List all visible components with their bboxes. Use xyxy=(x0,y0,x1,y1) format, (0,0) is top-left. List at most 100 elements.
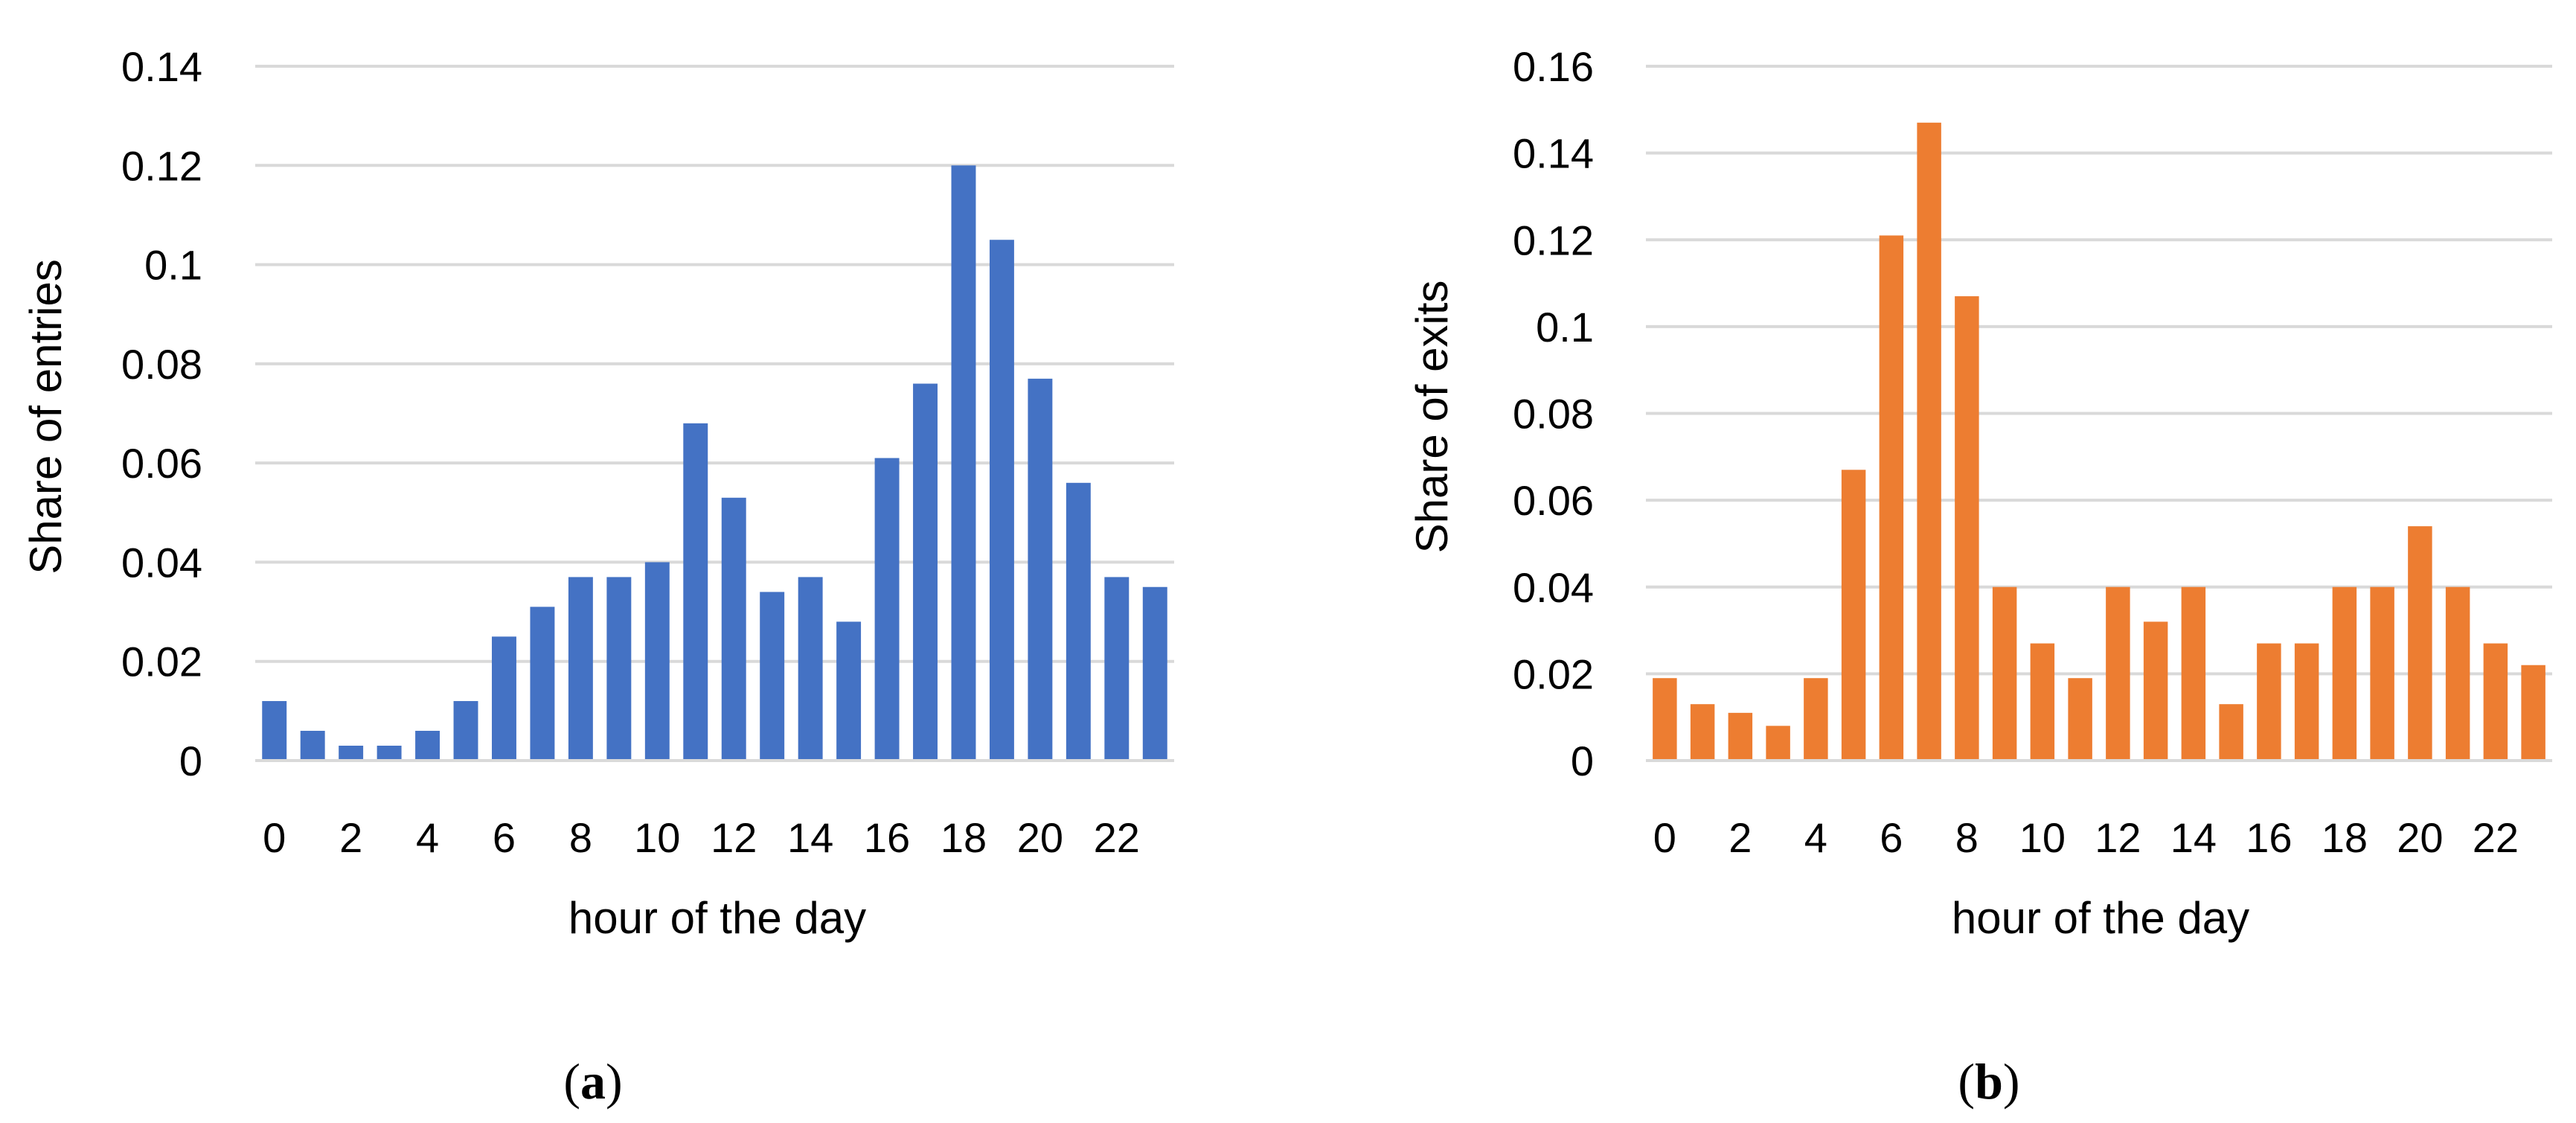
bar xyxy=(760,592,785,761)
bar xyxy=(1653,678,1677,761)
bar xyxy=(2106,586,2130,761)
y-tick-label: 0.06 xyxy=(1513,477,1594,524)
bar xyxy=(2408,526,2432,761)
bar xyxy=(492,636,516,761)
x-tick-label: 8 xyxy=(1955,814,1979,861)
bar xyxy=(2068,678,2092,761)
x-tick-label: 0 xyxy=(1653,814,1676,861)
bar xyxy=(2483,643,2508,761)
x-tick-labels: 0 2 4 6 8 10 12 14 16 18 20 22 xyxy=(263,814,1140,861)
bar xyxy=(415,731,440,761)
bar xyxy=(989,240,1014,761)
panel-letter: a xyxy=(580,1053,606,1110)
bar xyxy=(2332,586,2357,761)
bar xyxy=(1992,586,2017,761)
x-tick-label: 10 xyxy=(634,814,680,861)
x-axis-title: hour of the day xyxy=(568,893,866,943)
x-tick-label: 20 xyxy=(1017,814,1063,861)
x-tick-label: 14 xyxy=(2170,814,2217,861)
bar xyxy=(2445,586,2470,761)
bar xyxy=(721,497,746,761)
y-tick-label: 0.1 xyxy=(1536,304,1594,351)
bar xyxy=(1766,726,1790,761)
x-tick-label: 22 xyxy=(1094,814,1140,861)
bar xyxy=(2143,621,2168,761)
bar xyxy=(2370,586,2394,761)
x-tick-label: 8 xyxy=(569,814,592,861)
panel-label-b: (b) xyxy=(1958,1053,2019,1110)
x-tick-label: 16 xyxy=(2246,814,2292,861)
x-tick-label: 18 xyxy=(941,814,987,861)
x-tick-label: 18 xyxy=(2322,814,2368,861)
bar xyxy=(2181,586,2206,761)
bar xyxy=(300,731,325,761)
y-tick-labels: 0 0.02 0.04 0.06 0.08 0.1 0.12 0.14 0.16 xyxy=(1513,43,1594,784)
bar xyxy=(1917,122,1941,761)
x-tick-label: 4 xyxy=(1804,814,1827,861)
bar xyxy=(798,577,823,761)
bar xyxy=(874,458,900,761)
bar xyxy=(2294,643,2319,761)
bar xyxy=(568,577,593,761)
x-axis-title: hour of the day xyxy=(1952,893,2249,943)
bar xyxy=(2030,643,2055,761)
y-tick-label: 0.16 xyxy=(1513,43,1594,90)
bar xyxy=(530,607,555,761)
bar xyxy=(1066,482,1091,761)
x-tick-label: 2 xyxy=(1728,814,1752,861)
y-tick-label: 0.08 xyxy=(121,341,202,388)
bar xyxy=(1841,470,1866,761)
bar-series xyxy=(1653,122,2545,761)
x-tick-label: 10 xyxy=(2019,814,2066,861)
x-tick-label: 4 xyxy=(416,814,439,861)
bar xyxy=(1690,704,1715,761)
bar-series xyxy=(262,165,1167,761)
y-tick-label: 0.12 xyxy=(121,142,202,189)
x-tick-label: 16 xyxy=(864,814,910,861)
x-tick-label: 12 xyxy=(2095,814,2141,861)
bar xyxy=(377,746,402,761)
x-tick-label: 22 xyxy=(2473,814,2519,861)
bar xyxy=(683,423,708,761)
chart-panel-a: 0 0.02 0.04 0.06 0.08 0.1 0.12 0.14 0 2 4 6 8 10 12 14… xyxy=(21,43,1174,1110)
y-tick-label: 0.14 xyxy=(121,43,202,90)
x-tick-label: 2 xyxy=(339,814,362,861)
bar xyxy=(2521,665,2545,761)
x-tick-label: 14 xyxy=(787,814,833,861)
panel-letter: b xyxy=(1975,1053,2003,1110)
bar xyxy=(951,165,976,761)
chart-panel-b: 0 0.02 0.04 0.06 0.08 0.1 0.12 0.14 0.16 0 2 4 6 8 10… xyxy=(1407,43,2552,1110)
x-tick-label: 6 xyxy=(1880,814,1903,861)
x-tick-label: 20 xyxy=(2397,814,2443,861)
y-axis-title: Share of exits xyxy=(1407,281,1457,554)
bar xyxy=(913,383,938,761)
y-gridlines xyxy=(255,65,1174,762)
y-tick-label: 0.02 xyxy=(1513,650,1594,697)
y-tick-label: 0.1 xyxy=(144,242,202,289)
x-tick-label: 12 xyxy=(711,814,757,861)
bar xyxy=(2257,643,2281,761)
y-axis-title: Share of entries xyxy=(21,259,71,575)
bar xyxy=(644,562,670,761)
y-tick-label: 0.08 xyxy=(1513,391,1594,438)
y-tick-labels: 0 0.02 0.04 0.06 0.08 0.1 0.12 0.14 xyxy=(121,43,202,784)
y-tick-label: 0.02 xyxy=(121,639,202,685)
bar xyxy=(1955,296,1979,761)
bar xyxy=(1879,235,1904,761)
bar xyxy=(2219,704,2243,761)
x-tick-labels: 0 2 4 6 8 10 12 14 16 18 20 22 xyxy=(1653,814,2519,861)
y-tick-label: 0.04 xyxy=(121,539,202,586)
x-tick-label: 0 xyxy=(263,814,286,861)
bar xyxy=(606,577,632,761)
y-tick-label: 0.04 xyxy=(1513,564,1594,611)
y-tick-label: 0 xyxy=(179,738,202,784)
x-tick-label: 6 xyxy=(493,814,516,861)
y-tick-label: 0.12 xyxy=(1513,217,1594,263)
bar xyxy=(1028,378,1053,761)
bar xyxy=(1142,586,1167,761)
bar xyxy=(339,746,364,761)
bar xyxy=(836,621,862,761)
bar xyxy=(262,701,287,761)
bar xyxy=(453,701,478,761)
